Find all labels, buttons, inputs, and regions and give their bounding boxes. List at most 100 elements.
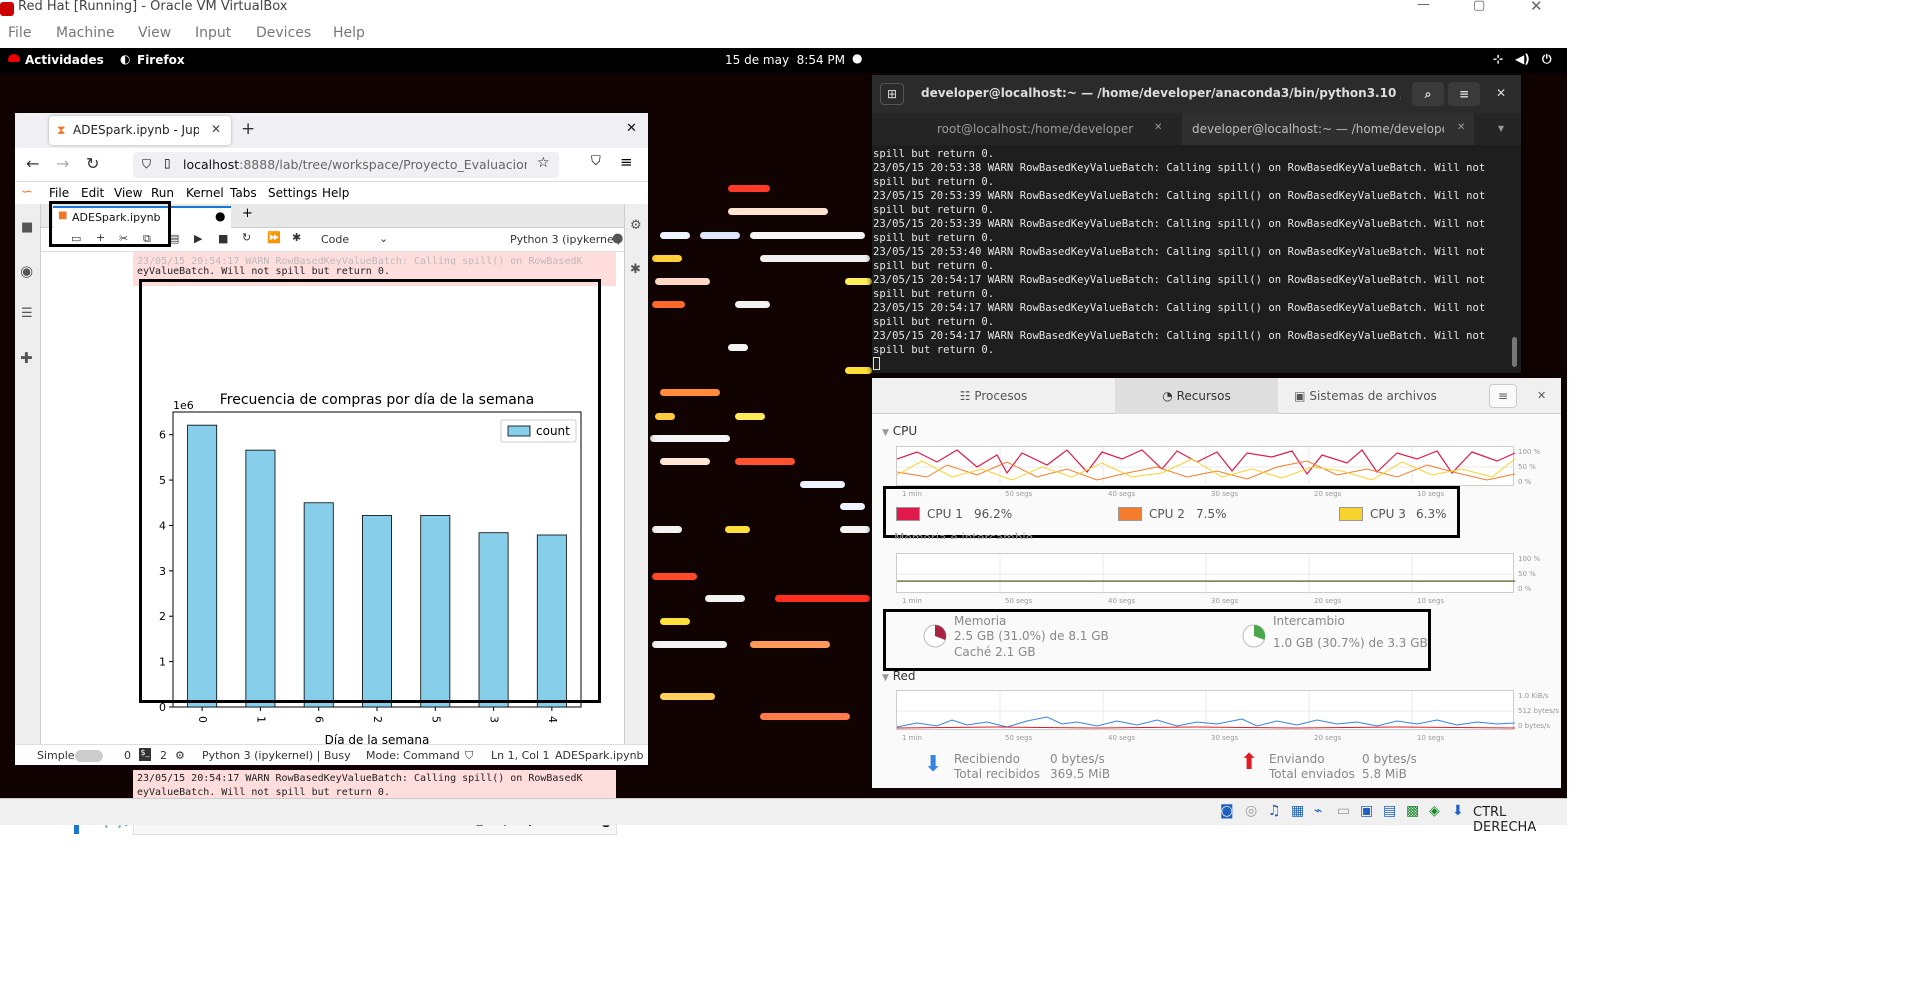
search-icon[interactable]: ⌕ [1412, 82, 1444, 106]
terminal-output[interactable]: spill but return 0. 23/05/15 20:53:38 WAR… [872, 147, 1507, 373]
url-bar[interactable]: ⛉ ▯ localhost:8888/lab/tree/workspace/Pr… [133, 152, 559, 178]
network-section-toggle[interactable]: ▼ Red [882, 669, 916, 683]
debugger-icon[interactable]: ✱ [630, 262, 641, 277]
cpu-section-toggle[interactable]: ▼ CPU [882, 424, 917, 438]
extension-icon[interactable]: ✚ [20, 349, 33, 367]
tab-close-icon[interactable]: ✕ [211, 122, 222, 136]
kernel-name[interactable]: Python 3 (ipykernel) [510, 233, 622, 246]
menu-file[interactable]: File [8, 25, 32, 41]
tab-close-icon[interactable]: ✕ [1154, 122, 1163, 133]
browser-tab[interactable]: ⧗ ADESpark.ipynb - Jupyter ✕ [49, 116, 231, 145]
new-tab-icon[interactable]: + [241, 119, 256, 139]
memory-section-toggle[interactable]: Memoria e intercambio [894, 531, 1033, 539]
window-close-icon[interactable]: ✕ [626, 121, 637, 136]
jl-menu-settings[interactable]: Settings [268, 186, 318, 200]
running-icon[interactable]: ◉ [20, 262, 34, 280]
new-tab-icon[interactable]: ⊞ [880, 83, 904, 105]
simple-mode-toggle[interactable] [75, 750, 103, 762]
recording-icon[interactable]: ▤ [1383, 803, 1397, 819]
tab-close-icon[interactable]: ✕ [1457, 122, 1466, 133]
tab-resources[interactable]: ◔ Recursos [1115, 378, 1278, 414]
menu-machine[interactable]: Machine [56, 25, 115, 41]
debug-bug-icon[interactable]: ✱ [292, 231, 302, 244]
unsaved-dot-icon[interactable]: ● [215, 209, 226, 223]
monitor-menu-icon[interactable]: ≡ [1489, 384, 1517, 408]
reload-icon[interactable]: ↻ [86, 154, 100, 173]
terminal-line: 23/05/15 20:53:39 WARN RowBasedKeyValueB… [873, 218, 1486, 230]
terminal-scrollbar[interactable] [1512, 337, 1517, 367]
copy-icon[interactable]: ⧉ [143, 232, 151, 245]
network-icon[interactable]: ⊹ [1493, 52, 1504, 66]
virtualization-icon[interactable]: ◈ [1429, 803, 1440, 819]
monitor-close-icon[interactable]: ✕ [1537, 389, 1547, 402]
jl-menu-help[interactable]: Help [322, 186, 350, 200]
cpu-chip-icon[interactable]: ▩ [1406, 803, 1420, 819]
terminal-close-icon[interactable]: ✕ [1496, 86, 1507, 100]
jl-menu-tabs[interactable]: Tabs [230, 186, 257, 200]
jl-menu-edit[interactable]: Edit [81, 186, 105, 200]
menu-help[interactable]: Help [333, 25, 365, 41]
display-icon[interactable]: ▣ [1360, 803, 1374, 819]
network-adapter-icon[interactable]: ▦ [1291, 803, 1305, 819]
kernels-count[interactable]: 2 [160, 749, 167, 762]
jl-menu-file[interactable]: File [49, 186, 70, 200]
kernel-status[interactable]: Python 3 (ipykernel) | Busy [202, 749, 351, 762]
bookmark-star-icon[interactable]: ☆ [537, 155, 550, 171]
stop-icon[interactable]: ■ [218, 232, 229, 245]
jl-menu-kernel[interactable]: Kernel [186, 186, 224, 200]
tabs-dropdown-icon[interactable]: ▾ [1498, 121, 1505, 135]
restart-run-icon[interactable]: ⏩ [267, 231, 281, 244]
pocket-icon[interactable]: ⛉ [591, 154, 601, 169]
power-icon[interactable]: ⏻ [1542, 52, 1552, 66]
memory-graph [896, 553, 1515, 594]
tab-filesystems[interactable]: ▣ Sistemas de archivos [1278, 378, 1453, 414]
usb-icon[interactable]: ⌁ [1314, 803, 1323, 819]
restart-icon[interactable]: ↻ [242, 231, 252, 244]
terminal-tab-developer[interactable]: developer@localhost:~ — /home/developer/… [1192, 122, 1444, 136]
highlight-box-memory [883, 609, 1431, 671]
maximize-icon[interactable]: ▢ [1473, 0, 1486, 13]
time-tick-label: 20 segs [1314, 734, 1342, 742]
forward-icon[interactable]: → [56, 154, 70, 173]
back-icon[interactable]: ← [26, 154, 40, 173]
menu-devices[interactable]: Devices [256, 25, 312, 41]
cut-icon[interactable]: ✂ [119, 232, 129, 245]
close-icon[interactable]: ✕ [1530, 0, 1543, 15]
terminals-count[interactable]: 0 [124, 749, 131, 762]
mouse-integration-icon[interactable]: ⬇ [1452, 803, 1464, 819]
cursor-position[interactable]: Ln 1, Col 1 [491, 749, 550, 762]
menu-view[interactable]: View [138, 25, 172, 41]
terminal-menu-icon[interactable]: ≡ [1448, 82, 1480, 106]
optical-drive-icon[interactable]: ◎ [1245, 803, 1258, 819]
run-icon[interactable]: ▶ [194, 232, 203, 245]
insert-cell-icon[interactable]: + [96, 231, 106, 244]
notebook-tab[interactable]: ■ ADESpark.ipynb ● [53, 206, 231, 228]
volume-icon[interactable]: ◀) [1515, 52, 1530, 66]
activities-button[interactable]: Actividades [25, 53, 104, 67]
terminal-line: spill but return 0. [873, 176, 995, 188]
minimize-icon[interactable]: — [1417, 0, 1430, 12]
cpu2-swatch [1118, 507, 1142, 521]
jl-menu-view[interactable]: View [114, 186, 143, 200]
jl-menu-run[interactable]: Run [151, 186, 175, 200]
folder-icon[interactable]: ■ [21, 220, 34, 235]
save-icon[interactable]: ▭ [71, 232, 82, 245]
menu-input[interactable]: Input [195, 25, 232, 41]
time-tick-label: 40 segs [1108, 490, 1136, 498]
clock[interactable]: 15 de may 8:54 PM [725, 53, 846, 67]
property-inspector-icon[interactable]: ⚙ [630, 218, 642, 233]
menu-hamburger-icon[interactable]: ≡ [620, 153, 633, 171]
paste-icon[interactable]: ▤ [169, 232, 180, 245]
shared-folder-icon[interactable]: ▭ [1337, 803, 1351, 819]
cell-type-select[interactable]: Code [321, 233, 350, 246]
app-menu-button[interactable]: Firefox [137, 53, 185, 67]
toc-icon[interactable]: ☰ [21, 306, 33, 321]
shield-icon[interactable]: ⛉ [142, 157, 152, 171]
tab-processes[interactable]: ☷ Procesos [872, 378, 1115, 414]
terminal-tab-root[interactable]: root@localhost:/home/developer [937, 122, 1134, 136]
hard-disk-icon[interactable]: ◙ [1220, 803, 1234, 819]
terminal-line: spill but return 0. [873, 316, 995, 328]
audio-icon[interactable]: ♫ [1268, 803, 1281, 819]
add-notebook-tab-icon[interactable]: + [242, 206, 253, 221]
chevron-down-icon[interactable]: ⌄ [379, 232, 389, 245]
